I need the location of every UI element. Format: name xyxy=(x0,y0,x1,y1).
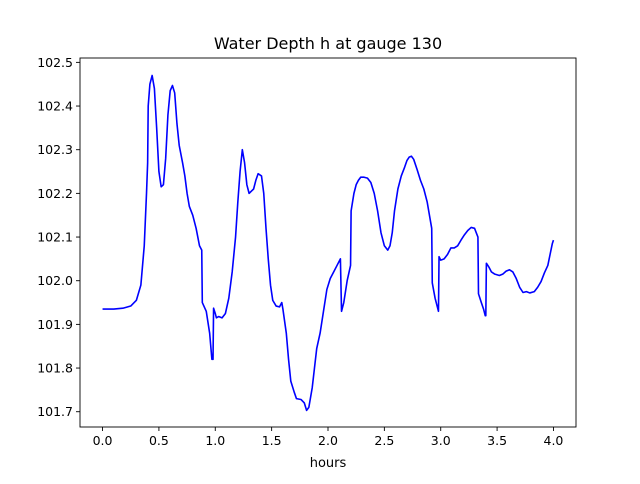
x-tick-label: 0.5 xyxy=(149,433,169,448)
x-tick-label: 2.5 xyxy=(374,433,394,448)
x-tick-label: 1.0 xyxy=(205,433,225,448)
y-tick-label: 102.2 xyxy=(37,186,73,201)
x-tick-label: 2.0 xyxy=(318,433,338,448)
series-layer xyxy=(102,74,555,412)
x-tick-label: 0.0 xyxy=(93,433,113,448)
axes-layer: 0.0 0.5 1.0 1.5 2.0 2.5 3.0 3.5 4.0 101.7 101.8 101… xyxy=(37,55,577,448)
y-tick-label: 101.7 xyxy=(37,404,73,419)
series-line xyxy=(102,74,555,412)
x-tick-label: 3.0 xyxy=(431,433,451,448)
y-tick-label: 102.5 xyxy=(37,55,73,70)
x-tick-label: 4.0 xyxy=(544,433,564,448)
y-tick-label: 102.3 xyxy=(37,142,73,157)
y-tick-label: 101.8 xyxy=(37,361,73,376)
y-tick-label: 102.0 xyxy=(37,273,73,288)
x-tick-label: 1.5 xyxy=(262,433,282,448)
y-tick-label: 101.9 xyxy=(37,317,73,332)
y-tick-label: 102.4 xyxy=(37,99,73,114)
x-tick-label: 3.5 xyxy=(487,433,507,448)
y-tick-label: 102.1 xyxy=(37,230,73,245)
chart-title: Water Depth h at gauge 130 xyxy=(214,34,442,53)
x-axis-label: hours xyxy=(310,456,347,471)
